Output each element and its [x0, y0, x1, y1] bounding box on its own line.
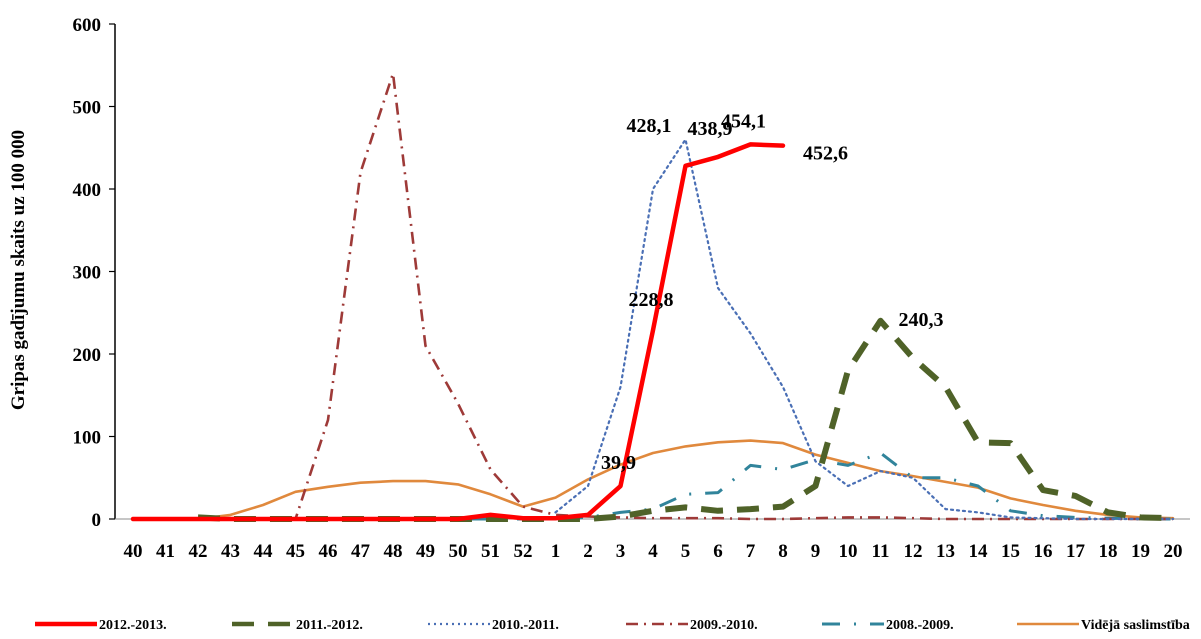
y-tick-label: 400: [73, 180, 102, 201]
series-line: [130, 142, 786, 522]
x-tick-label: 48: [384, 541, 403, 562]
x-tick-label: 46: [319, 541, 338, 562]
x-tick-label: 2: [583, 541, 593, 562]
x-ticks: 40 41 42 43 44 45 46 47 48 49 50 51 52 1 2 3 4 5 6 7 8 9 10 11 1…: [124, 541, 1183, 562]
x-tick-label: 16: [1034, 541, 1053, 562]
x-tick-label: 6: [713, 541, 723, 562]
legend-label: 2012.-2013.: [99, 618, 167, 633]
x-tick-label: 20: [1164, 541, 1183, 562]
x-tick-label: 42: [189, 541, 208, 562]
y-tick-label: 300: [73, 263, 102, 284]
x-tick-label: 44: [254, 541, 274, 562]
data-label: 428,1: [627, 115, 672, 137]
x-tick-label: 19: [1131, 541, 1150, 562]
x-tick-label: 50: [449, 541, 468, 562]
legend-label: 2008.-2009.: [886, 618, 954, 633]
x-tick-label: 41: [156, 541, 175, 562]
x-tick-label: 7: [746, 541, 756, 562]
series-line: [133, 451, 1173, 521]
series-lines: [130, 72, 1175, 522]
x-tick-label: 4: [648, 541, 658, 562]
legend-label: Vidējā saslimstība: [1081, 618, 1190, 633]
x-tick-label: 1: [551, 541, 561, 562]
x-tick-label: 15: [1001, 541, 1020, 562]
x-tick-label: 11: [872, 541, 890, 562]
x-tick-label: 51: [481, 541, 500, 562]
x-tick-label: 5: [681, 541, 691, 562]
legend-label: 2011.-2012.: [296, 618, 363, 633]
x-tick-label: 52: [514, 541, 533, 562]
x-tick-label: 12: [904, 541, 923, 562]
legend-label: 2009.-2010.: [690, 618, 758, 633]
data-label: 240,3: [899, 309, 944, 331]
x-tick-label: 8: [778, 541, 788, 562]
x-tick-label: 14: [969, 541, 989, 562]
series-line: [554, 138, 1175, 521]
x-tick-label: 13: [936, 541, 955, 562]
y-ticks: 0 100 200 300 400 500 600: [73, 15, 115, 531]
series-line: [197, 317, 1174, 522]
y-tick-label: 100: [73, 428, 102, 449]
series-line: [133, 72, 1173, 521]
x-tick-label: 47: [351, 541, 371, 562]
y-axis-title: Gripas gadījumu skaits uz 100 000: [8, 130, 29, 410]
series-line: [196, 439, 1175, 521]
x-tick-label: 43: [221, 541, 240, 562]
y-tick-label: 200: [73, 345, 102, 366]
x-tick-label: 49: [416, 541, 435, 562]
data-label: 452,6: [803, 143, 848, 165]
y-tick-label: 0: [92, 510, 102, 531]
y-tick-label: 500: [73, 98, 102, 119]
legend: 2012.-2013. 2011.-2012. 2010.-2011. 2009.-2…: [35, 618, 1190, 633]
x-tick-label: 3: [616, 541, 626, 562]
x-tick-label: 10: [839, 541, 858, 562]
x-tick-label: 17: [1066, 541, 1086, 562]
data-label: 228,8: [629, 289, 674, 311]
data-label: 39,9: [601, 452, 636, 474]
x-tick-label: 18: [1099, 541, 1118, 562]
legend-label: 2010.-2011.: [492, 618, 559, 633]
y-tick-label: 600: [73, 15, 102, 36]
x-tick-label: 9: [811, 541, 821, 562]
x-tick-label: 45: [286, 541, 305, 562]
x-tick-label: 40: [124, 541, 143, 562]
data-label: 438,9: [688, 118, 733, 140]
data-label: 454,1: [721, 110, 766, 132]
